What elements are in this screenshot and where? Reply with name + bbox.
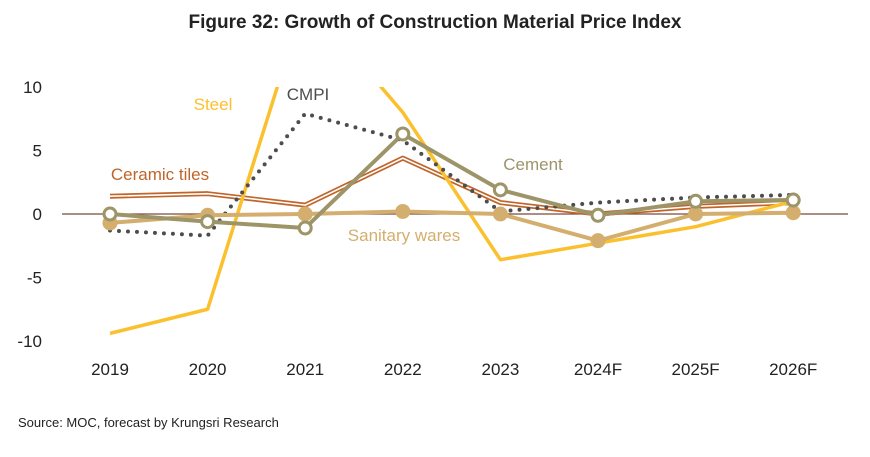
data-point-cement xyxy=(590,207,606,223)
x-tick-label: 2024F xyxy=(574,360,622,379)
series-label-sanitary-wares: Sanitary wares xyxy=(348,226,460,245)
data-point-sanitary-wares xyxy=(590,233,606,249)
series-label-ceramic-tiles: Ceramic tiles xyxy=(111,165,209,184)
data-point-cement xyxy=(297,220,313,236)
data-point-cement xyxy=(688,193,704,209)
x-tick-label: 2019 xyxy=(91,360,129,379)
x-tick-label: 2025F xyxy=(671,360,719,379)
series-line-inner-ceramic-tiles xyxy=(109,157,794,215)
x-tick-label: 2020 xyxy=(189,360,227,379)
chart-title: Figure 32: Growth of Construction Materi… xyxy=(188,12,682,33)
y-tick-label: 0 xyxy=(33,205,42,224)
data-point-sanitary-wares xyxy=(688,206,704,222)
data-point-sanitary-wares xyxy=(297,206,313,222)
series-line-sanitary-wares xyxy=(109,209,794,243)
y-tick-label: -10 xyxy=(17,332,42,351)
series-line-cement xyxy=(109,131,794,230)
y-tick-label: 5 xyxy=(33,142,42,161)
y-tick-label: 10 xyxy=(23,78,42,97)
x-tick-label: 2023 xyxy=(481,360,519,379)
series-label-steel: Steel xyxy=(194,95,233,114)
series-line-cmpi xyxy=(108,111,796,238)
data-point-cement xyxy=(492,182,508,198)
x-tick-label: 2026F xyxy=(769,360,817,379)
y-tick-label: -5 xyxy=(27,269,42,288)
data-point-cement xyxy=(102,206,118,222)
data-point-sanitary-wares xyxy=(785,205,801,221)
data-point-sanitary-wares xyxy=(492,206,508,222)
series-label-cement: Cement xyxy=(503,155,563,174)
data-point-sanitary-wares xyxy=(395,203,411,219)
x-tick-label: 2021 xyxy=(286,360,324,379)
data-point-cement xyxy=(200,214,216,230)
data-point-cement xyxy=(785,192,801,208)
series-label-cmpi: CMPI xyxy=(287,85,330,104)
source-note: Source: MOC, forecast by Krungsri Resear… xyxy=(18,415,279,430)
x-tick-label: 2022 xyxy=(384,360,422,379)
data-point-cement xyxy=(395,126,411,142)
series-line-steel xyxy=(109,87,794,336)
